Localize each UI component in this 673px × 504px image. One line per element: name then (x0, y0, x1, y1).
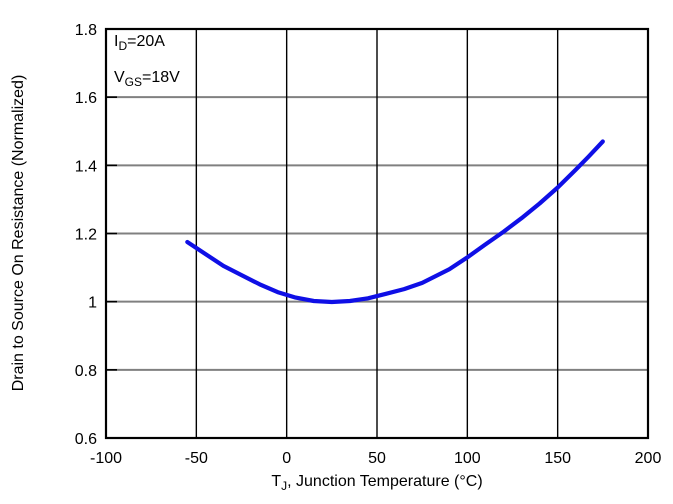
plot-frame (104, 27, 650, 440)
y-tick-label: 0.8 (75, 363, 97, 380)
y-tick-label: 1.6 (75, 90, 97, 107)
x-tick-label: 0 (282, 450, 291, 467)
y-tick-label: 1.8 (75, 22, 97, 39)
y-tick-label: 1.2 (75, 227, 97, 244)
x-tick-label: 150 (544, 450, 571, 467)
rdson-curve (185, 139, 605, 305)
y-tick-label: 0.6 (75, 431, 97, 448)
x-tick-label: 200 (635, 450, 662, 467)
conditions-annotation: ID=20A VGS=18V (114, 26, 180, 98)
x-tick-label: 50 (368, 450, 386, 467)
y-tick-label: 1 (88, 295, 97, 312)
y-tick-label: 1.4 (75, 158, 97, 175)
x-tick-label: -100 (90, 450, 122, 467)
y-axis-title: Drain to Source On Resistance (Normalize… (10, 74, 27, 392)
condition-id: ID=20A (114, 33, 165, 54)
x-axis-title: TJ, Junction Temperature (°C) (271, 473, 483, 494)
x-tick-label: -50 (185, 450, 208, 467)
condition-vgs: VGS=18V (114, 69, 180, 90)
x-tick-label: 100 (454, 450, 481, 467)
